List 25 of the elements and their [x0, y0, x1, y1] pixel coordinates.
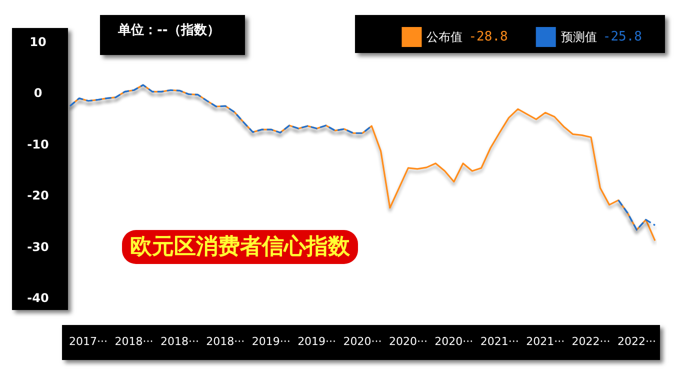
x-tick-label: 2018··· — [114, 335, 154, 348]
text: 欧元区消费者信心指数 — [130, 234, 351, 260]
y-tick-label: 0 — [34, 86, 42, 100]
x-tick-label: 2020··· — [434, 335, 474, 348]
x-tick-label: 2022··· — [572, 335, 610, 348]
x-tick-label: 2018··· — [206, 335, 245, 348]
text: 单位：--（指数） — [117, 22, 220, 38]
legend-label: 预测值 — [560, 30, 597, 44]
y-tick-label: -20 — [27, 188, 49, 203]
x-tick-label: 2018··· — [160, 335, 199, 348]
x-tick-label: 2020··· — [343, 335, 382, 348]
annotation: -25.8 — [602, 30, 642, 44]
x-tick-label: 2019··· — [298, 335, 336, 348]
y-tick-label: 10 — [30, 35, 46, 49]
x-tick-label: 2021··· — [526, 335, 565, 348]
x-tick-label: 2019··· — [252, 335, 290, 348]
annotation: -28.8 — [468, 30, 508, 44]
y-tick-label: -30 — [27, 240, 49, 254]
x-tick-label: 2021··· — [480, 335, 519, 348]
x-tick-label: 2022··· — [617, 335, 656, 348]
legend-label: 公布值 — [426, 30, 463, 44]
x-tick-label: 2020··· — [388, 335, 428, 348]
y-tick-label: -40 — [27, 291, 49, 305]
y-tick-label: -10 — [27, 137, 49, 152]
x-tick-label: 2017··· — [69, 335, 108, 348]
